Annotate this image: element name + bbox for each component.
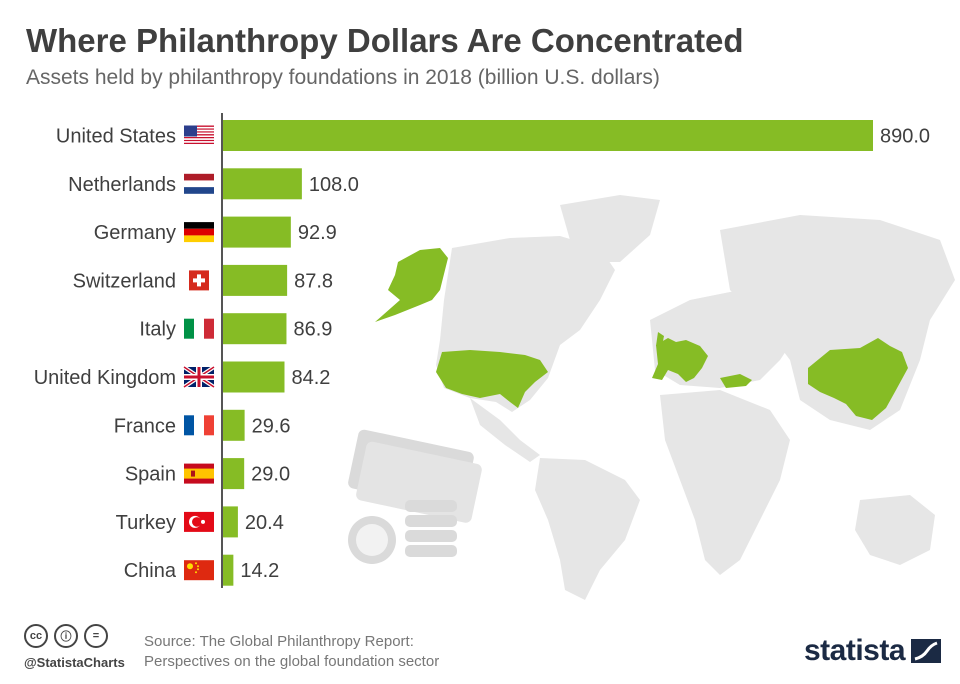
bar [223,216,291,248]
source-note: Source: The Global Philanthropy Report: … [144,632,439,672]
bar [223,409,245,441]
nl-flag-icon [184,173,214,194]
category-label: Spain [125,464,176,486]
fr-flag-icon [184,415,214,436]
bar-row: 20.4 Turkey [116,506,284,538]
source-line-2: Perspectives on the global foundation se… [144,653,440,670]
bar [223,506,238,538]
map-turkey [720,374,752,388]
map-alaska [375,248,448,322]
value-label: 87.8 [294,270,333,292]
gb-flag-icon [182,365,216,389]
bar-row: 108.0 Netherlands [68,168,359,200]
category-label: Netherlands [68,174,176,196]
bar-group: 890.0 United States 108.0 Netherlands 92.9 Ge… [34,120,930,586]
bar-row: 86.9 Italy [139,313,332,345]
category-label: United Kingdom [34,367,176,389]
ch-flag-icon [189,270,209,291]
statista-logo[interactable]: statista [804,634,942,668]
bar [223,361,285,393]
category-label: United States [56,126,176,148]
category-label: Turkey [116,512,176,534]
money-stack-icon [348,429,482,564]
map-uk-highlight [656,332,664,346]
map-africa [660,390,790,575]
us-flag-icon [184,125,214,146]
value-label: 108.0 [309,174,359,196]
bar [223,264,288,296]
chart-title: Where Philanthropy Dollars Are Concentra… [26,22,744,59]
category-label: Germany [94,222,176,244]
bar [223,120,873,151]
value-label: 92.9 [298,222,337,244]
category-label: France [114,415,176,437]
value-label: 84.2 [291,367,330,389]
map-greenland [560,195,660,262]
bar-row: 29.0 Spain [125,458,290,490]
map-china [808,338,908,420]
cc-icon[interactable]: cc [24,624,48,648]
value-label: 14.2 [240,560,279,582]
es-flag-icon [184,463,214,484]
map-europe-highlight [652,338,708,382]
license-icons: cc ⓘ = [24,624,108,648]
no-derivatives-icon[interactable]: = [84,624,108,648]
category-label: China [124,560,177,582]
value-label: 20.4 [245,512,284,534]
brand-name: statista [804,634,906,667]
category-label: Italy [139,319,176,341]
map-usa [436,350,548,408]
bar-row: 92.9 Germany [94,216,337,248]
statista-logo-icon [911,639,942,663]
chart-subtitle: Assets held by philanthropy foundations … [26,66,660,89]
it-flag-icon [184,318,214,339]
category-label: Switzerland [73,270,176,292]
value-label: 29.6 [252,415,291,437]
bar [223,313,287,345]
bar-row: 87.8 Switzerland [73,264,333,296]
bar-row: 890.0 United States [56,120,930,151]
source-line-1: Source: The Global Philanthropy Report: [144,633,414,650]
de-flag-icon [184,222,214,243]
world-map-background [375,195,955,600]
value-label: 86.9 [293,319,332,341]
map-central-america [470,398,540,462]
bar [223,554,234,586]
map-south-america [535,458,640,600]
bar [223,458,245,490]
attribution-icon[interactable]: ⓘ [54,624,78,648]
bar-row: 84.2 United Kingdom [34,361,330,393]
twitter-handle[interactable]: @StatistaCharts [24,655,125,670]
map-australia [855,495,935,565]
bar-row: 29.6 France [114,409,291,441]
bar [223,168,302,200]
bar-row: 14.2 China [124,554,279,586]
tr-flag-icon [184,511,214,532]
value-label: 29.0 [251,464,290,486]
cn-flag-icon [184,560,214,581]
value-label: 890.0 [880,126,930,148]
